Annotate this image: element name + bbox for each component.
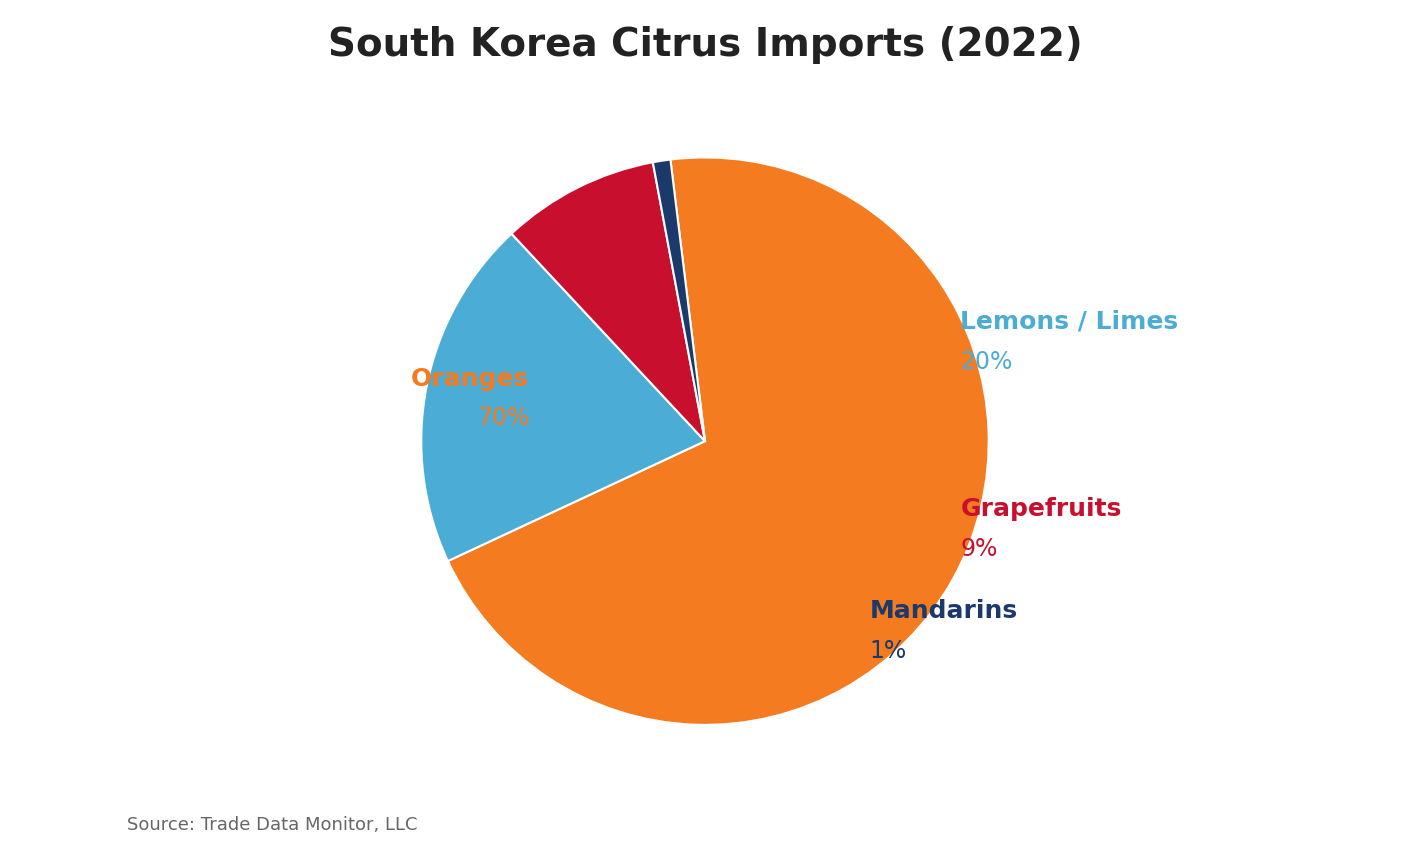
Text: Lemons / Limes: Lemons / Limes — [960, 310, 1179, 334]
Text: 1%: 1% — [870, 639, 907, 663]
Text: Source: Trade Data Monitor, LLC: Source: Trade Data Monitor, LLC — [127, 817, 417, 835]
Text: 20%: 20% — [960, 349, 1012, 374]
Text: 9%: 9% — [960, 537, 998, 561]
Wedge shape — [448, 157, 988, 725]
Text: 70%: 70% — [477, 407, 529, 431]
Text: Oranges: Oranges — [410, 367, 529, 391]
Text: Grapefruits: Grapefruits — [960, 497, 1122, 522]
Wedge shape — [422, 234, 705, 561]
Wedge shape — [653, 159, 705, 441]
Wedge shape — [512, 163, 705, 441]
Title: South Korea Citrus Imports (2022): South Korea Citrus Imports (2022) — [327, 26, 1083, 64]
Text: Mandarins: Mandarins — [870, 599, 1018, 624]
